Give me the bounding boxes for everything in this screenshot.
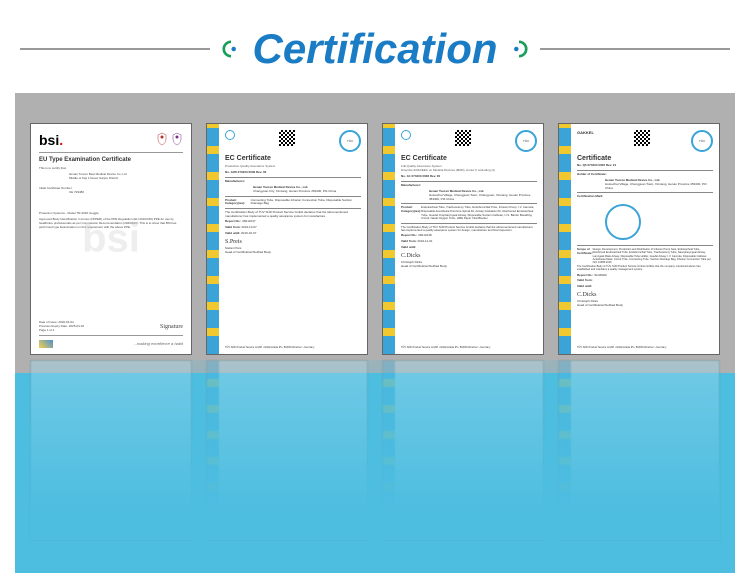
tuv-mark-icon — [605, 204, 641, 240]
bsi-tagline: ...making excellence a habit — [134, 341, 183, 346]
header-line-right — [540, 48, 730, 50]
tuv-small-icon — [401, 130, 411, 140]
certificate-bsi: bsi. EU Type Examination Certificate Thi… — [30, 123, 192, 355]
ec-sidebar — [207, 124, 219, 354]
signature: S.Preis — [225, 239, 361, 245]
bsi-watermark: bsi — [82, 217, 140, 262]
qr-icon — [455, 130, 471, 146]
gakkel-logo: GAKKEL — [577, 130, 594, 135]
cert-footer: Date of Issue: 2020-04-04 Previous Expir… — [39, 321, 183, 336]
certificate-reflection-row — [30, 360, 720, 540]
signature: Signature — [160, 324, 183, 332]
certificate-row: bsi. EU Type Examination Certificate Thi… — [30, 123, 720, 355]
certificate-reflection — [382, 360, 544, 540]
certificate-ec-1: TÜV EC Certificate Production Quality As… — [206, 123, 368, 355]
cert-title: EC Certificate — [401, 155, 537, 162]
page-container: Certification bsi. EU Type Examination C… — [0, 0, 750, 573]
cert-body: This is to certify that: Henan Tuoren Be… — [39, 167, 183, 194]
ec-sidebar — [559, 124, 571, 354]
cert-title: EC Certificate — [225, 155, 361, 162]
header: Certification — [0, 0, 750, 93]
cert-footer: TÜV SÜD Product Service GmbH • Ridlerstr… — [401, 346, 490, 349]
cert-title: Certificate — [577, 155, 713, 162]
cert-footer: TÜV SÜD Product Service GmbH • Ridlerstr… — [225, 346, 314, 349]
bsi-logo: bsi. — [39, 132, 63, 148]
qr-icon — [634, 130, 650, 146]
accred-badge — [39, 340, 53, 348]
tuv-seal-icon: TÜV — [691, 130, 713, 152]
arc-icon-right — [510, 40, 528, 58]
cert-number: No. G2D 073403 0039 Rev. 03 — [225, 171, 361, 175]
certificate-iso: GAKKEL TÜV Certificate No. Q5 073403 002… — [558, 123, 720, 355]
cert-footer: TÜV SÜD Product Service GmbH • Ridlerstr… — [577, 346, 666, 349]
signature: C.Dicks — [577, 292, 713, 298]
arc-icon-left — [222, 40, 240, 58]
tuv-seal-icon: TÜV — [515, 130, 537, 152]
header-title: Certification — [252, 25, 497, 73]
cert-number: No. G1 073403 0038 Rev. 00 — [401, 175, 537, 179]
qr-icon — [279, 130, 295, 146]
certificate-area: bsi. EU Type Examination Certificate Thi… — [0, 93, 750, 573]
cert-subtitle: Full Quality Assurance SystemDirective 9… — [401, 164, 537, 172]
certificate-ec-2: TÜV EC Certificate Full Quality Assuranc… — [382, 123, 544, 355]
header-line-left — [20, 48, 210, 50]
signature: C.Dicks — [401, 253, 537, 259]
ec-sidebar — [383, 124, 395, 354]
cert-subtitle: Production Quality Assurance System — [225, 164, 361, 168]
cert-title: EU Type Examination Certificate — [39, 157, 183, 163]
tuv-small-icon — [225, 130, 235, 140]
royal-crests — [156, 132, 183, 146]
certificate-reflection — [206, 360, 368, 540]
cert-number: No. Q5 073403 0026 Rev. 01 — [577, 164, 713, 168]
tuv-seal-icon: TÜV — [339, 130, 361, 152]
certificate-reflection — [558, 360, 720, 540]
certificate-reflection — [30, 360, 192, 540]
